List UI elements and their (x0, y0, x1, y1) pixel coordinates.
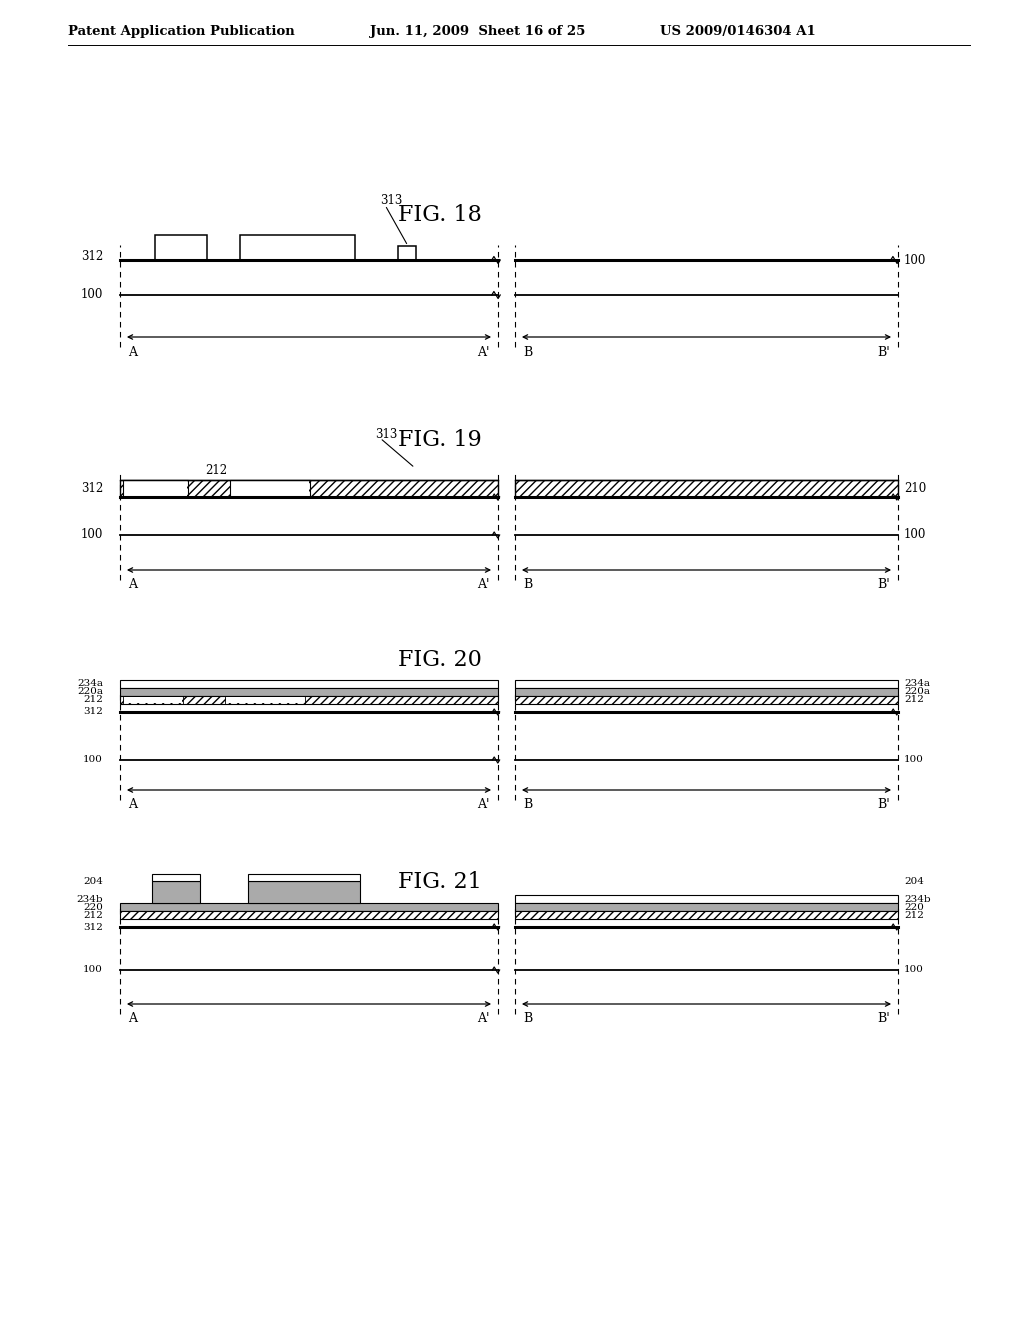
Text: 100: 100 (904, 528, 927, 541)
Bar (120, 696, 498, 704)
Bar (152, 880, 200, 903)
Bar (248, 880, 360, 903)
Text: 212: 212 (904, 696, 924, 705)
Text: 313: 313 (375, 429, 397, 441)
Text: B': B' (878, 1012, 890, 1026)
Bar (120, 911, 498, 919)
Text: 100: 100 (904, 755, 924, 764)
Bar (120, 903, 498, 911)
Bar (152, 874, 200, 880)
Text: 100: 100 (81, 289, 103, 301)
Bar (123, 696, 183, 704)
Bar (515, 696, 898, 704)
Bar (515, 895, 898, 903)
Text: 212: 212 (83, 911, 103, 920)
Bar (515, 688, 898, 696)
Text: B: B (523, 799, 532, 812)
Text: A': A' (477, 1012, 490, 1026)
Text: 100: 100 (83, 755, 103, 764)
Text: 312: 312 (83, 923, 103, 932)
Text: 220a: 220a (77, 688, 103, 697)
Bar (398, 246, 416, 260)
Text: 100: 100 (904, 253, 927, 267)
Text: 212: 212 (83, 696, 103, 705)
Text: 234b: 234b (904, 895, 931, 903)
Text: US 2009/0146304 A1: US 2009/0146304 A1 (660, 25, 816, 38)
Bar (248, 874, 360, 880)
Text: 100: 100 (904, 965, 924, 974)
Bar (515, 680, 898, 688)
Bar (230, 480, 310, 498)
Text: FIG. 18: FIG. 18 (398, 205, 482, 226)
Text: B: B (523, 346, 532, 359)
Bar (120, 480, 498, 498)
Text: B: B (523, 578, 532, 591)
Bar (155, 235, 207, 260)
Text: FIG. 20: FIG. 20 (398, 649, 482, 671)
Text: Jun. 11, 2009  Sheet 16 of 25: Jun. 11, 2009 Sheet 16 of 25 (370, 25, 586, 38)
Bar (231, 480, 309, 496)
Text: A: A (128, 346, 137, 359)
Bar (515, 480, 898, 498)
Text: 212: 212 (205, 463, 227, 477)
Text: 312: 312 (83, 708, 103, 717)
Text: 234b: 234b (77, 895, 103, 903)
Text: 204: 204 (83, 876, 103, 886)
Bar (515, 903, 898, 911)
Bar (124, 480, 187, 496)
Bar (240, 235, 355, 260)
Bar (120, 688, 498, 696)
Text: A': A' (477, 346, 490, 359)
Text: B': B' (878, 578, 890, 591)
Text: 234a: 234a (904, 680, 930, 689)
Text: Patent Application Publication: Patent Application Publication (68, 25, 295, 38)
Text: 212: 212 (904, 911, 924, 920)
Text: 100: 100 (83, 965, 103, 974)
Text: 210: 210 (904, 482, 927, 495)
Text: 312: 312 (81, 482, 103, 495)
Bar (515, 911, 898, 919)
Text: 220: 220 (904, 903, 924, 912)
Text: B: B (523, 1012, 532, 1026)
Text: 313: 313 (380, 194, 402, 206)
Text: FIG. 21: FIG. 21 (398, 871, 482, 894)
Text: B': B' (878, 799, 890, 812)
Text: A': A' (477, 578, 490, 591)
Text: 234a: 234a (77, 680, 103, 689)
Text: A: A (128, 1012, 137, 1026)
Text: 220: 220 (83, 903, 103, 912)
Text: A: A (128, 799, 137, 812)
Text: 220a: 220a (904, 688, 930, 697)
Text: FIG. 19: FIG. 19 (398, 429, 482, 451)
Bar (123, 480, 188, 498)
Text: B': B' (878, 346, 890, 359)
Text: 100: 100 (81, 528, 103, 541)
Text: A': A' (477, 799, 490, 812)
Text: 312: 312 (81, 251, 103, 264)
Text: A: A (128, 578, 137, 591)
Bar (120, 680, 498, 688)
Text: 204: 204 (904, 876, 924, 886)
Bar (226, 697, 304, 704)
Bar (124, 697, 182, 704)
Bar (225, 696, 305, 704)
